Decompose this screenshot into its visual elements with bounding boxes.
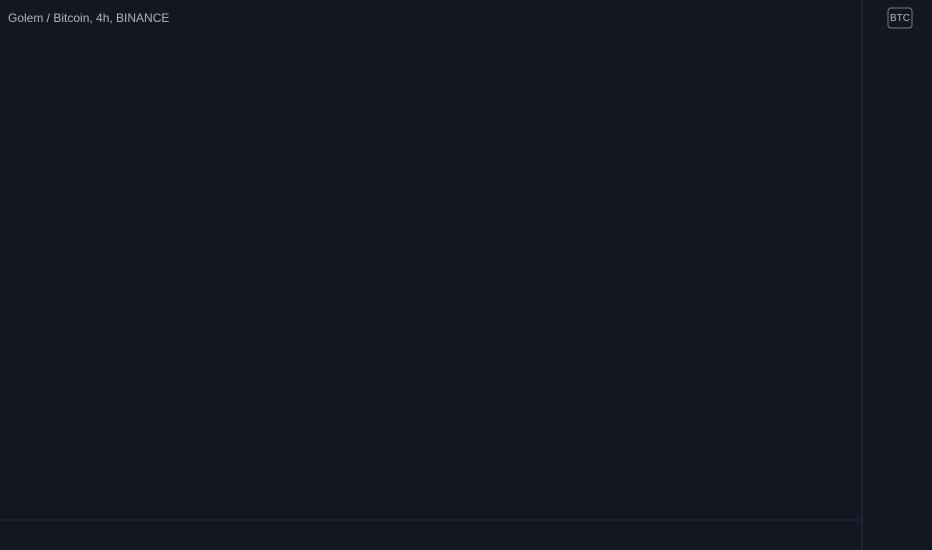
currency-label[interactable]: BTC	[890, 13, 910, 24]
chart-title: Golem / Bitcoin, 4h, BINANCE	[8, 11, 169, 25]
currency-button[interactable]	[887, 7, 913, 29]
